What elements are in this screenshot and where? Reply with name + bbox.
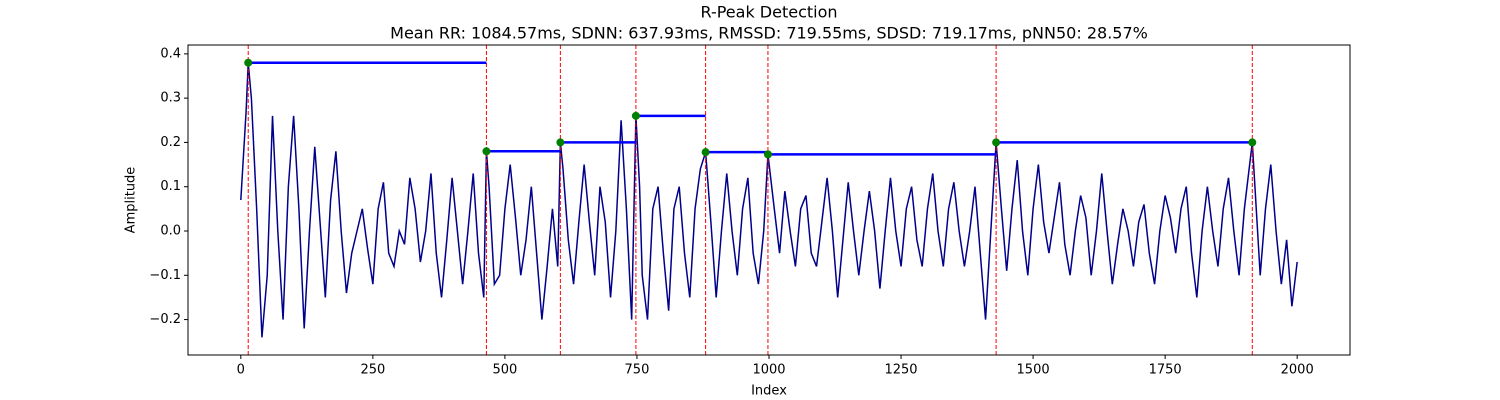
x-tick-label: 1250	[884, 363, 917, 378]
y-tick-label: 0.3	[160, 91, 181, 106]
x-tick-label: 1750	[1149, 363, 1182, 378]
peak-point	[992, 138, 1001, 147]
x-tick-label: 1000	[752, 363, 785, 378]
peak-point	[556, 138, 565, 147]
chart-subtitle: Mean RR: 1084.57ms, SDNN: 637.93ms, RMSS…	[390, 24, 1148, 43]
x-tick-label: 750	[625, 363, 650, 378]
x-tick-label: 1500	[1017, 363, 1050, 378]
x-tick-label: 500	[492, 363, 517, 378]
chart-title: R-Peak Detection	[700, 3, 837, 22]
peak-point	[701, 148, 710, 157]
peak-point	[763, 150, 772, 159]
x-tick-label: 2000	[1281, 363, 1314, 378]
y-tick-label: 0.1	[160, 179, 181, 194]
x-axis-label: Index	[751, 384, 787, 399]
x-tick-label: 250	[360, 363, 385, 378]
peak-point	[1248, 138, 1257, 147]
y-tick-label: 0.2	[160, 135, 181, 150]
x-tick-label: 0	[237, 363, 245, 378]
y-axis-label: Amplitude	[124, 167, 139, 234]
peak-point	[244, 58, 253, 67]
peak-point	[631, 111, 640, 120]
y-tick-label: −0.1	[149, 268, 181, 283]
peak-point	[482, 147, 491, 156]
plot-frame	[187, 44, 1351, 356]
y-tick-label: 0.0	[160, 224, 181, 239]
signal-line	[240, 62, 1298, 338]
y-tick-label: 0.4	[160, 46, 181, 61]
y-tick-label: −0.2	[149, 312, 181, 327]
